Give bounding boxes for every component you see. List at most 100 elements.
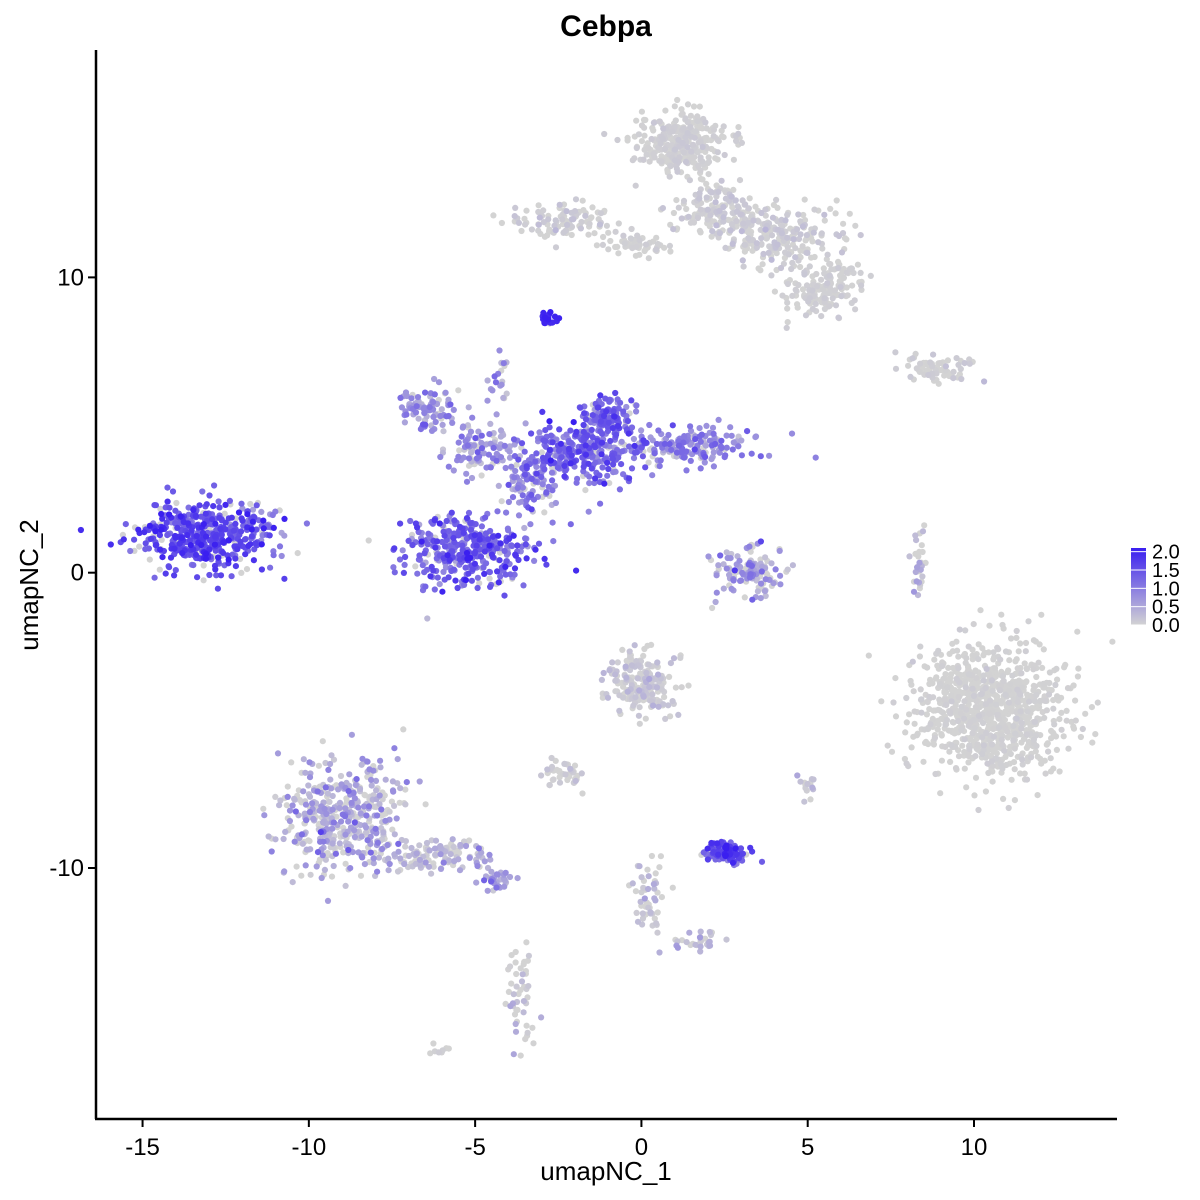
- scatter-point: [471, 550, 478, 557]
- scatter-point: [994, 693, 1001, 700]
- scatter-point: [546, 782, 553, 789]
- scatter-point: [220, 539, 227, 546]
- scatter-point: [593, 242, 601, 249]
- scatter-point: [490, 444, 497, 451]
- scatter-point: [598, 451, 605, 458]
- scatter-point: [645, 255, 652, 262]
- scatter-point: [528, 430, 535, 437]
- scatter-point: [422, 801, 429, 808]
- scatter-point: [600, 233, 607, 241]
- scatter-point: [987, 697, 994, 704]
- scatter-point: [966, 360, 973, 367]
- scatter-point: [943, 701, 950, 708]
- scatter-point: [317, 829, 324, 836]
- scatter-point: [720, 123, 727, 130]
- scatter-point: [745, 229, 752, 236]
- scatter-point: [757, 595, 764, 602]
- scatter-point: [903, 719, 910, 726]
- scatter-point: [361, 803, 368, 810]
- scatter-point: [503, 509, 510, 516]
- scatter-point: [460, 529, 467, 537]
- scatter-point: [828, 266, 835, 273]
- scatter-point: [643, 669, 650, 676]
- scatter-point: [971, 680, 979, 688]
- scatter-point: [757, 226, 764, 233]
- scatter-point: [228, 573, 235, 580]
- scatter-point: [519, 484, 527, 491]
- scatter-point: [550, 538, 557, 545]
- scatter-point: [661, 694, 668, 701]
- scatter-point: [683, 939, 690, 946]
- scatter-point: [394, 756, 401, 763]
- scatter-point: [650, 150, 657, 158]
- scatter-point: [997, 656, 1004, 663]
- scatter-point: [1051, 721, 1058, 728]
- scatter-point: [784, 211, 791, 218]
- scatter-point: [336, 805, 343, 812]
- scatter-point: [757, 538, 765, 545]
- scatter-point: [1013, 715, 1020, 722]
- scatter-point: [757, 267, 764, 274]
- scatter-point: [535, 540, 543, 547]
- scatter-point: [668, 446, 675, 453]
- scatter-point: [1006, 743, 1014, 751]
- scatter-point: [623, 403, 630, 411]
- scatter-point: [919, 528, 927, 535]
- scatter-point: [739, 569, 746, 576]
- scatter-point: [746, 543, 753, 550]
- scatter-point: [272, 836, 279, 843]
- scatter-point: [995, 724, 1003, 731]
- scatter-point: [722, 852, 729, 859]
- scatter-point: [732, 197, 739, 204]
- scatter-point: [936, 360, 944, 367]
- scatter-point: [415, 415, 422, 422]
- scatter-point: [466, 837, 473, 844]
- scatter-point: [345, 846, 352, 854]
- scatter-point: [616, 486, 624, 493]
- scatter-point: [884, 742, 891, 749]
- scatter-point: [579, 790, 586, 797]
- scatter-point: [605, 246, 612, 253]
- scatter-point: [774, 226, 781, 233]
- scatter-point: [431, 391, 438, 398]
- scatter-point: [389, 826, 396, 833]
- scatter-point: [310, 815, 317, 823]
- scatter-point: [858, 282, 865, 289]
- scatter-point: [666, 242, 674, 249]
- scatter-point: [971, 792, 978, 799]
- scatter-point: [948, 698, 955, 705]
- scatter-point: [250, 557, 257, 564]
- scatter-point: [838, 293, 845, 300]
- scatter-point: [723, 565, 730, 572]
- scatter-point: [212, 520, 219, 527]
- scatter-point: [973, 675, 980, 682]
- scatter-point: [192, 551, 200, 558]
- scatter-point: [391, 802, 398, 810]
- scatter-point: [769, 214, 777, 221]
- scatter-point: [792, 286, 799, 293]
- scatter-point: [357, 872, 365, 879]
- scatter-point: [409, 541, 416, 549]
- scatter-point: [792, 245, 799, 252]
- scatter-point: [421, 409, 428, 417]
- scatter-point: [488, 878, 495, 885]
- scatter-point: [567, 460, 574, 467]
- scatter-point: [640, 884, 647, 891]
- scatter-point: [550, 776, 557, 783]
- scatter-point: [774, 241, 781, 248]
- scatter-point: [325, 766, 332, 774]
- scatter-point: [505, 481, 512, 488]
- scatter-point: [578, 770, 585, 777]
- scatter-point: [428, 427, 436, 434]
- scatter-point: [171, 545, 178, 552]
- scatter-point: [302, 862, 309, 869]
- scatter-point: [647, 909, 654, 916]
- scatter-point: [239, 517, 246, 524]
- scatter-point: [708, 456, 715, 463]
- scatter-point: [953, 675, 960, 682]
- scatter-point: [966, 745, 973, 753]
- scatter-point: [629, 245, 636, 252]
- scatter-point: [650, 127, 657, 134]
- scatter-point: [1109, 638, 1116, 645]
- scatter-point: [838, 249, 846, 256]
